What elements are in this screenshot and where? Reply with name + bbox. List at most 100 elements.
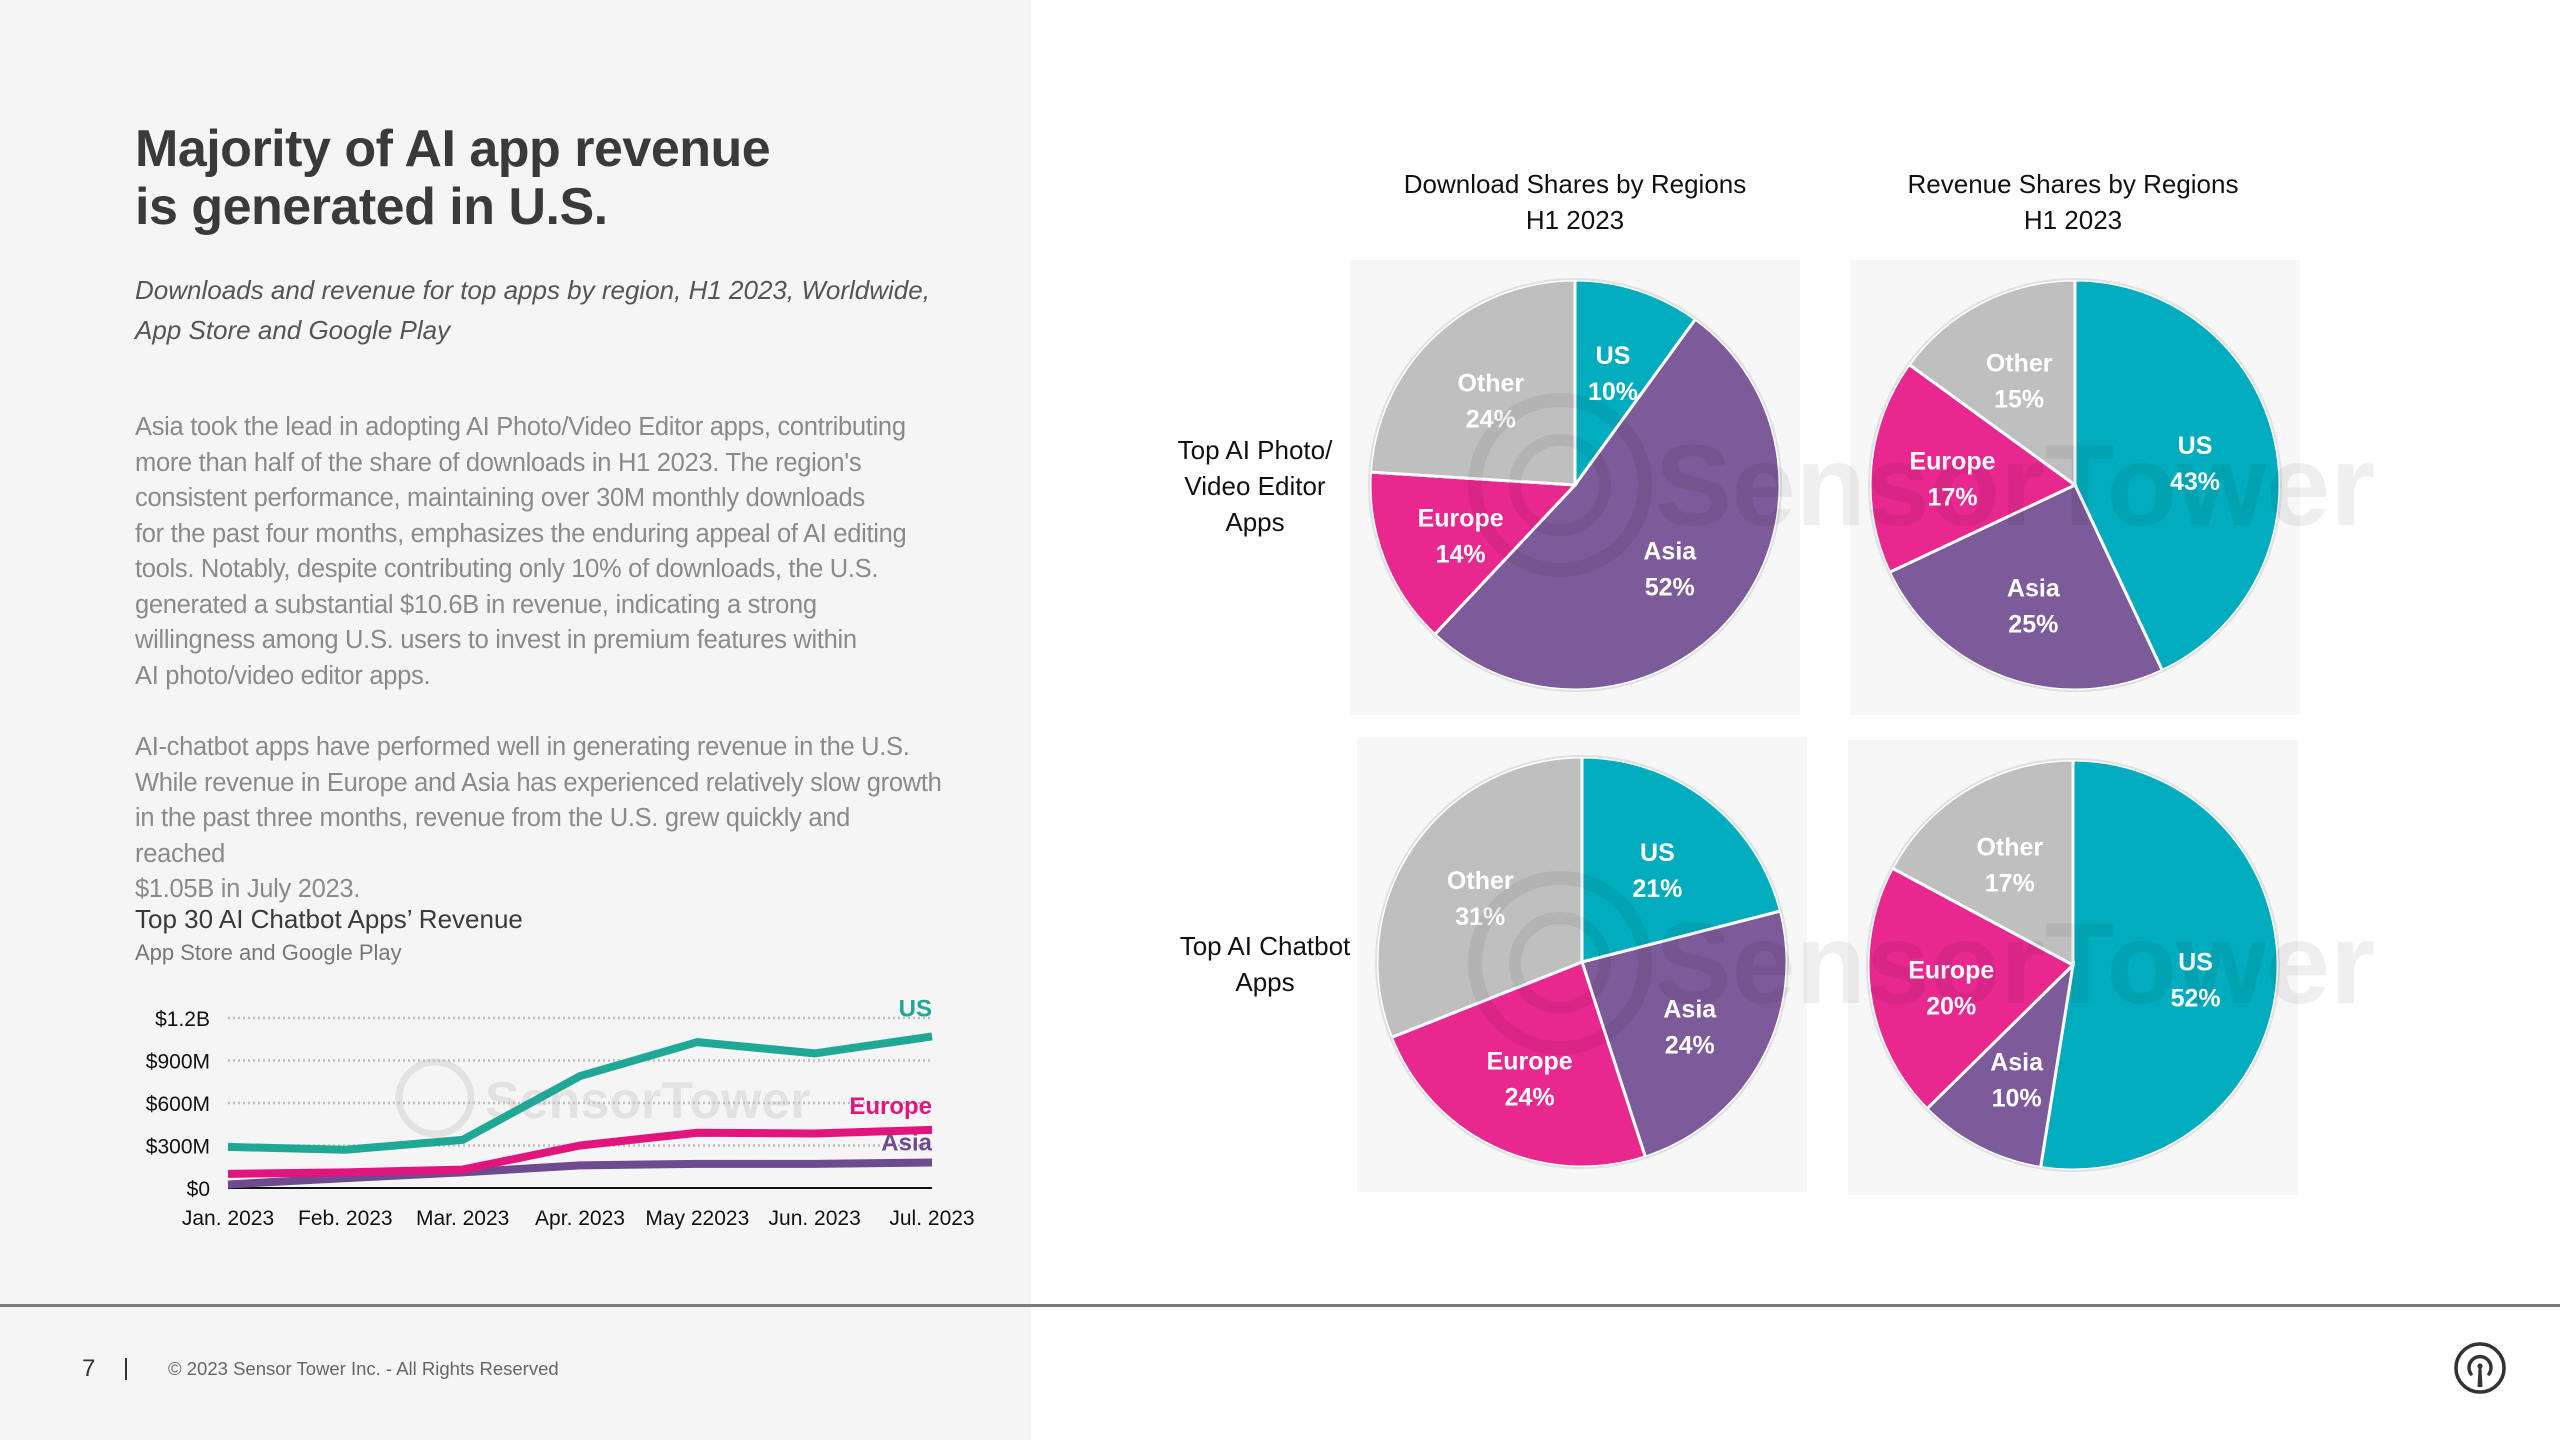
line-chart-title: Top 30 AI Chatbot Apps’ Revenue	[135, 904, 523, 934]
slice-label-value: 21%	[1632, 875, 1682, 903]
series-label-europe: Europe	[849, 1093, 932, 1120]
pie-outline	[1868, 278, 2282, 692]
slice-label-value: 31%	[1455, 903, 1505, 931]
pie-slice-other	[1907, 278, 2077, 488]
slice-label-name: Europe	[1418, 504, 1504, 532]
slice-label-name: Other	[1447, 867, 1514, 895]
y-tick-label: $0	[187, 1178, 210, 1201]
row-label-photo-video: Top AI Photo/ Video Editor Apps	[1155, 432, 1355, 540]
pie-slice-asia	[1580, 909, 1789, 1159]
slice-label-value: 17%	[1985, 869, 2035, 897]
pie-outline	[1375, 755, 1789, 1169]
pie-chart-4	[1866, 758, 2280, 1172]
x-tick-label: Jan. 2023	[182, 1207, 274, 1230]
row-label-chatbot: Top AI Chatbot Apps	[1165, 928, 1365, 1000]
slice-label-name: US	[2178, 432, 2213, 460]
x-tick-label: Feb. 2023	[298, 1207, 393, 1230]
svg-text:SensorTower: SensorTower	[1655, 422, 2375, 550]
series-label-us: US	[899, 995, 932, 1022]
pie-slice-other	[1375, 755, 1584, 1040]
text-line: $1.05B in July 2023.	[135, 875, 361, 903]
slice-label-value: 10%	[1588, 378, 1638, 406]
pie-column-title-revenue: Revenue Shares by Regions H1 2023	[1843, 166, 2303, 238]
pie-outline	[1368, 278, 1782, 692]
pie-labels: US 52% Asia 10% Europe 20% Other 17%	[1908, 833, 2220, 1112]
pie-slice-us	[1580, 755, 1783, 964]
slice-label-name: Europe	[1487, 1047, 1573, 1075]
pie-chart-1	[1368, 278, 1782, 692]
page-subtitle-line1: Downloads and revenue for top apps by re…	[135, 275, 930, 305]
y-tick-label: $900M	[146, 1051, 210, 1074]
x-tick-label: May 22023	[645, 1207, 749, 1230]
text-line: consistent performance, maintaining over…	[135, 484, 865, 512]
pie-title-line1: Revenue Shares by Regions	[1907, 169, 2239, 199]
pie-labels: US 43% Asia 25% Europe 17% Other 15%	[1909, 349, 2220, 638]
slice-label-name: Europe	[1909, 447, 1995, 475]
pie-charts-grid: US 10% Asia 52% Europe 14% Other 24% US 43% Asia 25…	[1368, 278, 2375, 1172]
sensor-tower-logo-icon	[2454, 1342, 2506, 1394]
slice-label-name: Asia	[1643, 537, 1697, 565]
slice-label-value: 25%	[2008, 611, 2058, 639]
footer-divider	[0, 1304, 2560, 1307]
slice-label-value: 43%	[2170, 468, 2220, 496]
page-subtitle: Downloads and revenue for top apps by re…	[135, 270, 955, 350]
pie-title-line2: H1 2023	[2023, 205, 2123, 235]
text-line: generated a substantial $10.6B in revenu…	[135, 590, 817, 619]
text-line: more than half of the share of downloads…	[135, 448, 862, 477]
slice-label-name: US	[1640, 839, 1675, 867]
watermark: SensorTower	[1468, 871, 2375, 1055]
pie-slice-asia	[1924, 960, 2076, 1170]
pie-slice-asia	[1432, 317, 1782, 692]
text-line: Asia took the lead in adopting AI Photo/…	[135, 413, 906, 441]
page-number: 7	[82, 1355, 96, 1382]
row-label-line: Top AI Photo/	[1177, 435, 1333, 465]
slice-label-name: Asia	[1663, 995, 1717, 1023]
x-tick-label: Jun. 2023	[769, 1207, 861, 1230]
pie-outline	[1866, 758, 2280, 1172]
slice-label-value: 17%	[1928, 483, 1978, 511]
pie-slice-other	[1368, 278, 1577, 487]
x-tick-label: Mar. 2023	[416, 1207, 509, 1230]
pie-slice-us	[1573, 278, 1698, 490]
x-tick-label: Apr. 2023	[535, 1207, 625, 1230]
page-title-line1: Majority of AI app revenue	[135, 120, 771, 178]
slice-label-value: 52%	[1645, 573, 1695, 601]
y-tick-label: $1.2B	[155, 1008, 210, 1031]
slice-label-value: 14%	[1436, 540, 1486, 568]
slice-label-value: 10%	[1992, 1084, 2042, 1112]
svg-text:SensorTower: SensorTower	[1655, 900, 2375, 1028]
slice-label-name: Other	[1976, 833, 2043, 861]
row-label-line: Apps	[1235, 967, 1295, 997]
pie-slice-us	[2038, 758, 2280, 1172]
y-tick-label: $300M	[146, 1136, 210, 1159]
slice-label-value: 24%	[1505, 1083, 1555, 1111]
x-tick-label: Jul. 2023	[889, 1207, 974, 1230]
text-line: AI-chatbot apps have performed well in g…	[135, 733, 910, 761]
text-line: willingness among U.S. users to invest i…	[135, 626, 857, 654]
pie-labels: US 21% Asia 24% Europe 24% Other 31%	[1447, 839, 1717, 1111]
pie-slice-europe	[1868, 362, 2078, 575]
slice-label-value: 24%	[1466, 405, 1516, 433]
text-line: tools. Notably, despite contributing onl…	[135, 555, 879, 583]
slice-label-name: Asia	[1990, 1048, 2044, 1076]
page-subtitle-line2: App Store and Google Play	[135, 315, 451, 345]
pie-title-line1: Download Shares by Regions	[1403, 169, 1747, 199]
left-panel	[0, 0, 1031, 1440]
text-line: While revenue in Europe and Asia has exp…	[135, 768, 942, 797]
slice-label-value: 52%	[2171, 985, 2221, 1013]
watermark: SensorTower	[1468, 393, 2375, 577]
pie-labels: US 10% Asia 52% Europe 14% Other 24%	[1418, 342, 1698, 601]
slice-label-value: 15%	[1994, 385, 2044, 413]
pie-slice-us	[2073, 278, 2282, 673]
pie-slice-other	[1890, 758, 2075, 968]
row-label-line: Video Editor	[1184, 471, 1326, 501]
copyright-text: © 2023 Sensor Tower Inc. - All Rights Re…	[168, 1358, 559, 1379]
y-tick-label: $600M	[146, 1093, 210, 1116]
slice-label-name: US	[1596, 342, 1631, 370]
pie-slice-europe	[1866, 866, 2076, 1111]
pie-slice-asia	[1887, 483, 2165, 692]
slice-label-value: 24%	[1665, 1031, 1715, 1059]
page-title: Majority of AI app revenue is generated …	[135, 120, 935, 236]
body-paragraph-chatbot: AI-chatbot apps have performed well in g…	[135, 730, 945, 908]
